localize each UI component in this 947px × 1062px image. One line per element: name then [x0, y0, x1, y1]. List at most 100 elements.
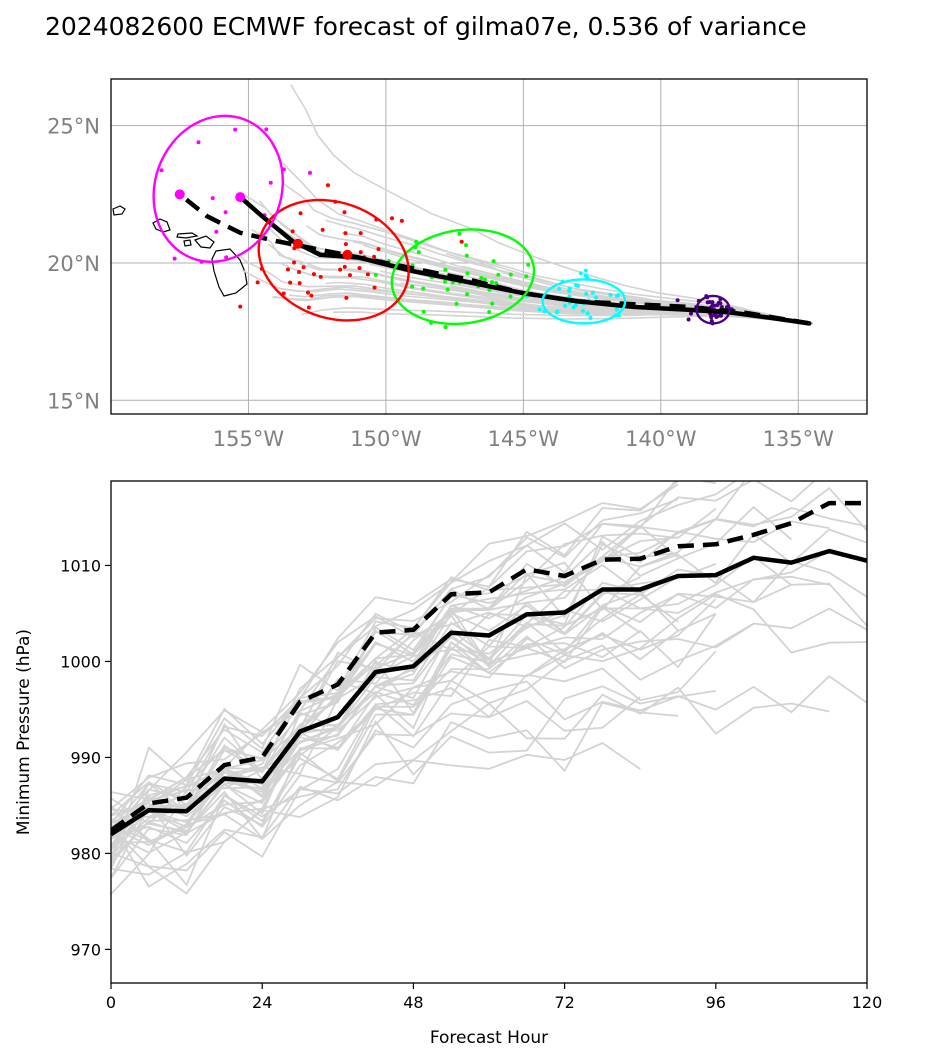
dashed-mean-track: [178, 192, 810, 326]
ensemble-pressure-lines: [111, 481, 867, 895]
ensemble-pressure-line: [111, 696, 641, 845]
ensemble-point: [508, 294, 513, 299]
ensemble-point: [365, 272, 370, 277]
ensemble-point: [308, 170, 313, 175]
map-lat-tick-label: 25°N: [47, 115, 100, 139]
ensemble-point: [255, 280, 260, 285]
dashed-pressure-line: [111, 500, 867, 833]
ensemble-point: [372, 254, 377, 259]
uncertainty-ellipse: [541, 278, 627, 325]
mean-marker: [342, 249, 353, 260]
ensemble-point: [357, 266, 362, 271]
ensemble-point: [264, 127, 269, 132]
ensemble-point: [210, 196, 215, 201]
ensemble-point: [588, 315, 593, 320]
ensemble-point: [159, 168, 164, 173]
ensemble-point: [298, 211, 303, 216]
map-lon-tick-label: 150°W: [350, 427, 422, 451]
ensemble-pressure-line: [111, 481, 746, 810]
ensemble-point: [482, 277, 487, 282]
ensemble-pressure-line: [111, 535, 679, 839]
ensemble-point: [306, 305, 311, 310]
ensemble-point: [524, 274, 529, 279]
ensemble-point: [526, 262, 531, 267]
ensemble-point: [594, 295, 599, 300]
uncertainty-ellipse: [695, 294, 731, 325]
map-tick-labels: 155°W 150°W 145°W 140°W 135°W 15°N 20°N 25°N: [47, 115, 834, 451]
ensemble-point: [443, 267, 448, 272]
ensemble-point: [557, 286, 562, 291]
uncertainty-ellipse: [152, 114, 285, 263]
uncertainty-ellipses: [152, 114, 731, 326]
ensemble-point: [214, 229, 219, 234]
ensemble-point: [718, 301, 723, 306]
ensemble-point: [443, 325, 448, 330]
y-tick-label: 1010: [60, 556, 101, 575]
ensemble-point: [496, 272, 501, 277]
ensemble-point: [479, 275, 484, 280]
solid-pressure-line: [111, 548, 867, 837]
ensemble-pressure-line: [111, 701, 679, 888]
map-lat-tick-label: 15°N: [47, 389, 100, 413]
ensemble-point: [410, 284, 415, 289]
ensemble-point: [464, 253, 469, 258]
ensemble-point: [309, 293, 314, 298]
ensemble-point: [608, 292, 613, 297]
ensemble-point: [268, 180, 273, 185]
ensemble-point: [712, 303, 717, 308]
island-molokai: [176, 232, 199, 239]
ensemble-pressure-line: [111, 481, 716, 879]
ensemble-pressure-line: [111, 481, 681, 866]
ensemble-pressure-line: [111, 613, 717, 853]
ensemble-pressure-line: [111, 506, 867, 833]
ensemble-point: [325, 183, 330, 188]
ensemble-pressure-line: [111, 582, 867, 858]
ensemble-point: [490, 280, 495, 285]
uncertainty-ellipse: [257, 198, 410, 322]
ensemble-point: [342, 210, 347, 215]
ensemble-point: [583, 268, 588, 273]
ensemble-point: [459, 239, 464, 244]
ensemble-point: [376, 247, 381, 252]
ensemble-point: [338, 267, 343, 272]
ensemble-point: [707, 300, 712, 305]
y-tick-label: 990: [70, 748, 101, 767]
ensemble-point: [399, 218, 404, 223]
mean-marker: [292, 238, 303, 249]
ensemble-pressure-line: [111, 483, 679, 825]
ensemble-point: [709, 315, 714, 320]
island-kauai: [112, 205, 126, 216]
ensemble-point: [590, 290, 595, 295]
ensemble-point: [675, 298, 680, 303]
ensemble-point: [710, 300, 715, 305]
island-hawaii: [211, 248, 248, 297]
x-tick-label: 48: [403, 993, 423, 1012]
map-lon-tick-label: 155°W: [213, 427, 285, 451]
ensemble-point: [311, 272, 316, 277]
island-lanai: [183, 239, 192, 247]
ensemble-point: [288, 280, 293, 285]
ensemble-point: [172, 256, 177, 261]
ensemble-point: [508, 272, 513, 277]
ensemble-point: [285, 267, 290, 272]
ensemble-point: [320, 227, 325, 232]
ensemble-point: [318, 274, 323, 279]
ensemble-point: [297, 281, 302, 286]
pressure-ticks: 0 24 48 72 96 120 970 980 990 1000 1010: [60, 556, 882, 1012]
ensemble-pressure-line: [111, 525, 679, 847]
map-frame: [110, 78, 868, 415]
ensemble-point: [555, 309, 560, 314]
ensemble-point: [454, 301, 459, 306]
ensemble-point: [373, 272, 378, 277]
x-tick-label: 0: [106, 993, 116, 1012]
ensemble-point: [290, 229, 295, 234]
ensemble-point: [712, 313, 717, 318]
ensemble-point: [465, 271, 470, 276]
ensemble-point: [416, 250, 421, 255]
ensemble-point: [224, 255, 229, 260]
ensemble-pressure-line: [111, 623, 755, 847]
map-gridlines: [111, 79, 867, 414]
ensemble-point: [457, 231, 462, 236]
pressure-frame: [110, 480, 868, 984]
